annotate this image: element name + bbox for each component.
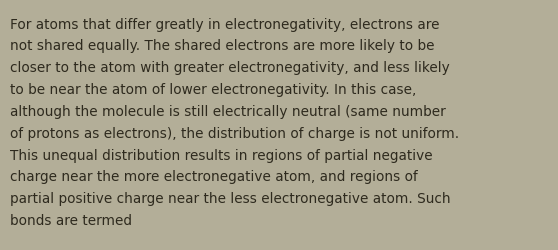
Text: closer to the atom with greater electronegativity, and less likely: closer to the atom with greater electron… <box>10 61 450 75</box>
Text: bonds are termed: bonds are termed <box>10 213 132 227</box>
Text: to be near the atom of lower electronegativity. In this case,: to be near the atom of lower electronega… <box>10 83 416 97</box>
Text: of protons as electrons), the distribution of charge is not uniform.: of protons as electrons), the distributi… <box>10 126 459 140</box>
Text: although the molecule is still electrically neutral (same number: although the molecule is still electrica… <box>10 104 446 118</box>
Text: charge near the more electronegative atom, and regions of: charge near the more electronegative ato… <box>10 170 418 184</box>
Text: This unequal distribution results in regions of partial negative: This unequal distribution results in reg… <box>10 148 432 162</box>
Text: not shared equally. The shared electrons are more likely to be: not shared equally. The shared electrons… <box>10 39 435 53</box>
Text: For atoms that differ greatly in electronegativity, electrons are: For atoms that differ greatly in electro… <box>10 18 440 32</box>
Text: partial positive charge near the less electronegative atom. Such: partial positive charge near the less el… <box>10 192 451 205</box>
